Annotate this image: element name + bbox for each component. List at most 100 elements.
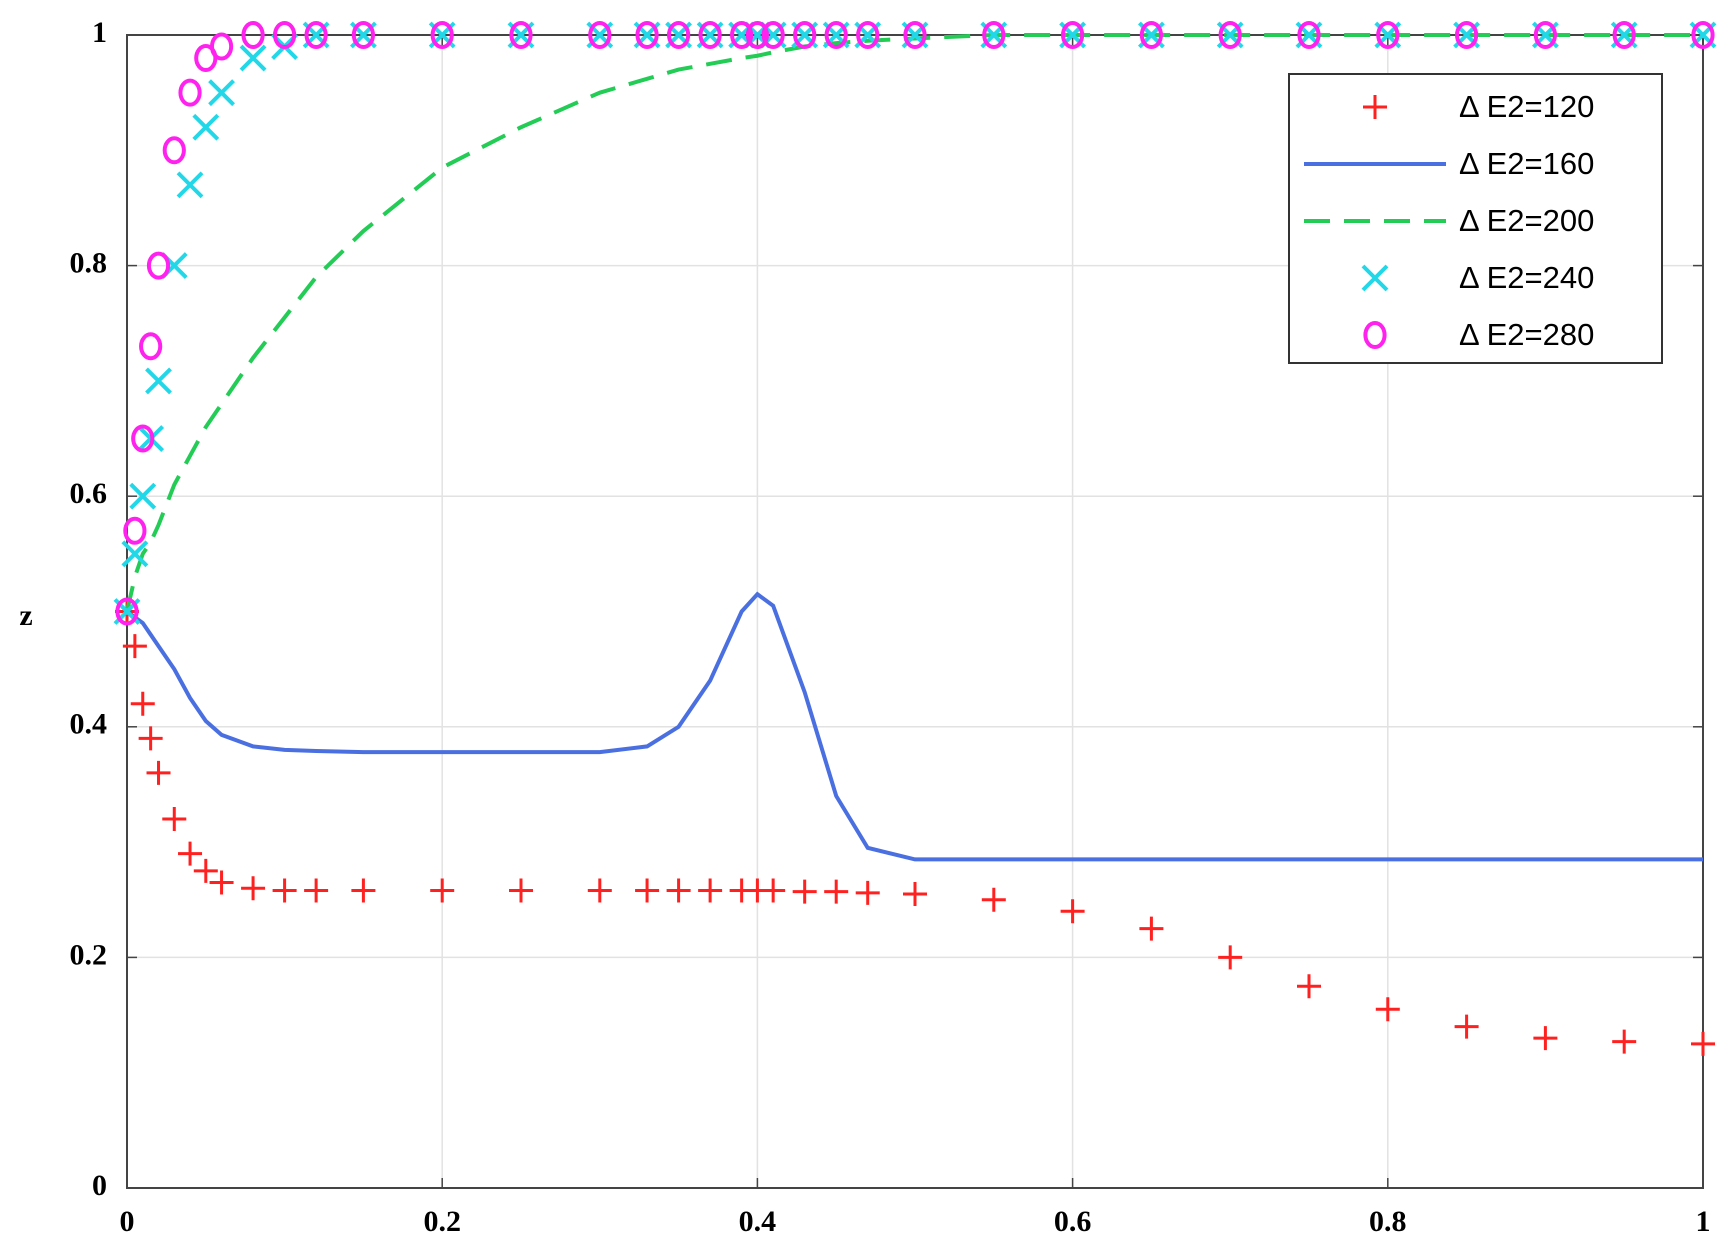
data-point	[130, 691, 155, 716]
data-point	[241, 21, 265, 49]
data-point	[635, 878, 660, 903]
data-point	[162, 136, 186, 165]
data-point	[667, 21, 691, 49]
data-point	[761, 878, 786, 903]
data-point	[304, 21, 328, 49]
data-point	[509, 21, 533, 49]
data-point	[698, 21, 722, 49]
data-point	[855, 880, 880, 905]
data-point	[824, 879, 849, 904]
x-tick-label: 1	[1696, 1205, 1711, 1238]
data-point	[162, 807, 187, 832]
data-point	[131, 424, 155, 453]
legend-marker	[1361, 264, 1389, 292]
data-point	[145, 367, 172, 395]
data-point	[1297, 21, 1321, 49]
data-point	[1218, 21, 1242, 49]
data-point	[1218, 945, 1243, 970]
data-point	[193, 858, 218, 883]
data-point	[430, 21, 454, 49]
data-point	[304, 878, 329, 903]
data-point	[1375, 997, 1400, 1022]
data-point	[982, 21, 1006, 49]
data-point	[824, 21, 848, 49]
data-point	[208, 79, 235, 107]
data-point	[146, 251, 171, 280]
data-point	[903, 21, 927, 49]
x-tick-label: 0.6	[1054, 1205, 1092, 1238]
data-point	[745, 21, 770, 49]
data-point	[1297, 974, 1321, 999]
data-point	[121, 540, 149, 568]
data-point	[793, 21, 817, 49]
data-point	[138, 726, 163, 751]
data-point	[351, 21, 375, 49]
data-point	[123, 516, 147, 545]
data-point	[509, 878, 533, 903]
data-point	[1060, 899, 1085, 924]
data-point	[351, 878, 376, 903]
data-point	[1139, 21, 1164, 49]
data-point	[1691, 21, 1715, 49]
data-point	[146, 760, 171, 785]
legend-label: Δ E2=280	[1459, 317, 1594, 352]
series-line	[125, 33, 1703, 612]
data-point	[1533, 1026, 1558, 1051]
data-point	[1061, 21, 1085, 49]
legend-label: Δ E2=240	[1459, 260, 1594, 295]
data-point	[1612, 1029, 1637, 1054]
x-tick-label: 0.2	[423, 1205, 461, 1238]
x-tick-label: 0	[120, 1205, 135, 1238]
data-point	[430, 878, 455, 903]
data-point	[730, 21, 754, 49]
data-point	[1691, 1031, 1715, 1056]
legend-label: Δ E2=120	[1459, 89, 1594, 124]
y-tick-label: 0.6	[70, 477, 108, 510]
data-point	[588, 21, 612, 49]
data-point	[176, 171, 204, 199]
data-point	[178, 841, 203, 866]
data-point	[587, 878, 612, 903]
data-point	[1612, 21, 1636, 49]
data-point	[1533, 21, 1558, 49]
data-point	[129, 482, 157, 510]
legend-label: Δ E2=200	[1459, 203, 1594, 238]
data-point	[178, 78, 202, 107]
data-point	[792, 879, 817, 904]
legend-label: Δ E2=160	[1459, 146, 1594, 181]
data-point	[209, 32, 234, 61]
data-point	[981, 887, 1006, 912]
data-point	[139, 332, 163, 361]
legend-marker	[1363, 95, 1387, 119]
data-point	[192, 113, 220, 141]
data-point	[122, 634, 147, 659]
data-point	[761, 21, 785, 49]
y-tick-label: 0.4	[70, 708, 108, 741]
series-line	[125, 591, 1703, 862]
data-point	[1376, 21, 1400, 49]
y-axis-label: z	[19, 599, 32, 632]
x-tick-label: 0.8	[1369, 1205, 1407, 1238]
data-point	[209, 870, 234, 895]
data-point	[635, 21, 659, 49]
data-point	[856, 21, 880, 49]
legend-box	[1288, 73, 1663, 364]
y-tick-label: 0.2	[70, 938, 108, 971]
data-point	[1454, 1014, 1479, 1039]
data-point	[241, 876, 266, 901]
data-point	[1139, 916, 1164, 941]
data-point	[666, 878, 691, 903]
data-point	[115, 597, 139, 626]
y-tick-label: 1	[92, 16, 107, 49]
y-tick-label: 0.8	[70, 246, 108, 279]
data-point	[1455, 21, 1479, 49]
data-point	[903, 881, 927, 906]
legend-marker	[1363, 321, 1387, 349]
data-point	[273, 21, 297, 49]
data-point	[239, 44, 267, 72]
x-tick-label: 0.4	[739, 1205, 777, 1238]
data-point	[698, 878, 723, 903]
data-point	[272, 878, 297, 903]
y-tick-label: 0	[92, 1169, 107, 1202]
